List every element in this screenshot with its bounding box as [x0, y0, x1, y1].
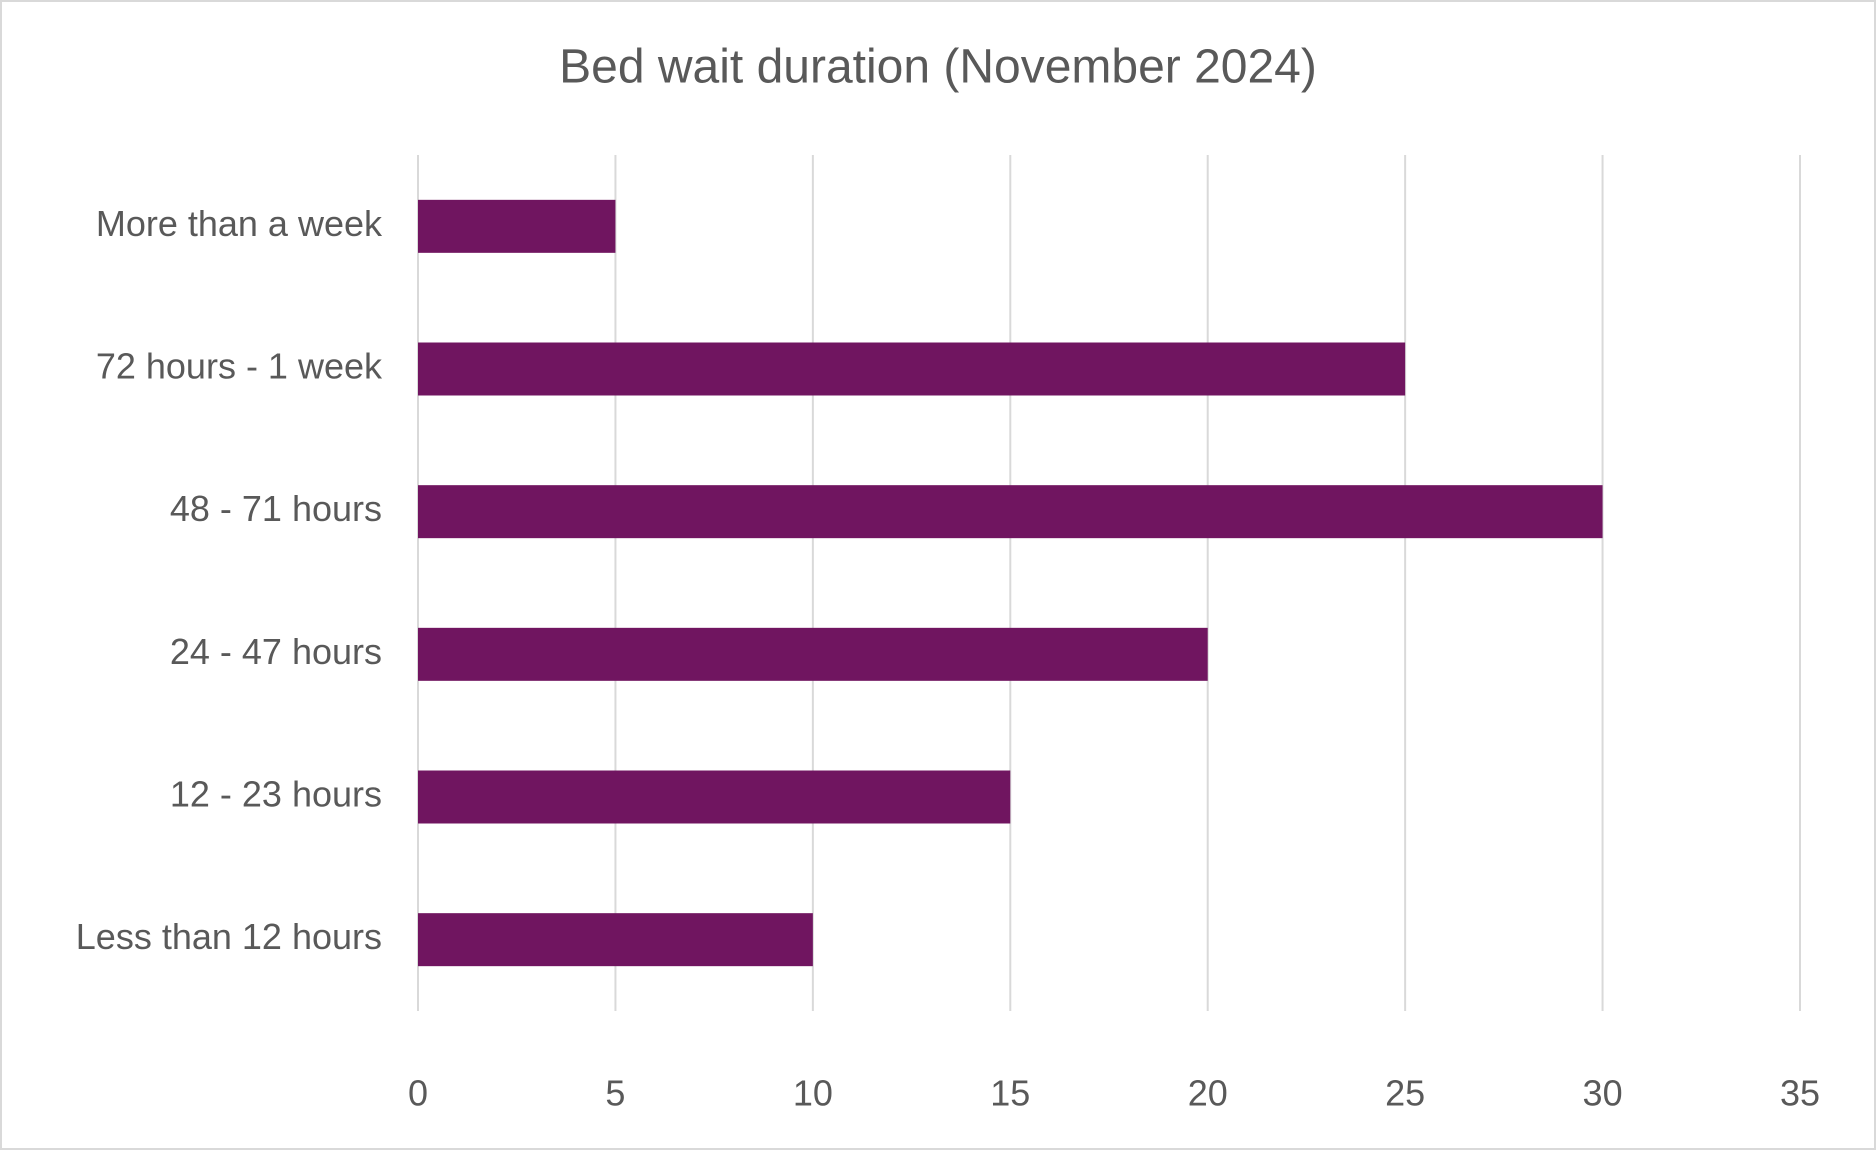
y-tick-label: More than a week [96, 203, 383, 244]
x-tick-label: 30 [1583, 1073, 1623, 1114]
x-tick-label: 15 [990, 1073, 1030, 1114]
x-tick-label: 10 [793, 1073, 833, 1114]
bar [418, 199, 616, 253]
x-tick-label: 5 [605, 1073, 625, 1114]
x-tick-label: 0 [408, 1073, 428, 1114]
y-tick-label: 48 - 71 hours [170, 488, 382, 529]
bar [418, 913, 813, 967]
y-tick-label: 24 - 47 hours [170, 631, 382, 672]
x-tick-label: 35 [1780, 1073, 1820, 1114]
bar [418, 770, 1011, 824]
y-tick-label: 72 hours - 1 week [96, 346, 383, 387]
bar [418, 485, 1603, 539]
bar [418, 342, 1406, 396]
y-tick-label: Less than 12 hours [76, 916, 382, 957]
y-tick-label: 12 - 23 hours [170, 774, 382, 815]
bar [418, 627, 1208, 681]
x-tick-label: 20 [1188, 1073, 1228, 1114]
x-tick-label: 25 [1385, 1073, 1425, 1114]
chart-title: Bed wait duration (November 2024) [559, 41, 1317, 94]
